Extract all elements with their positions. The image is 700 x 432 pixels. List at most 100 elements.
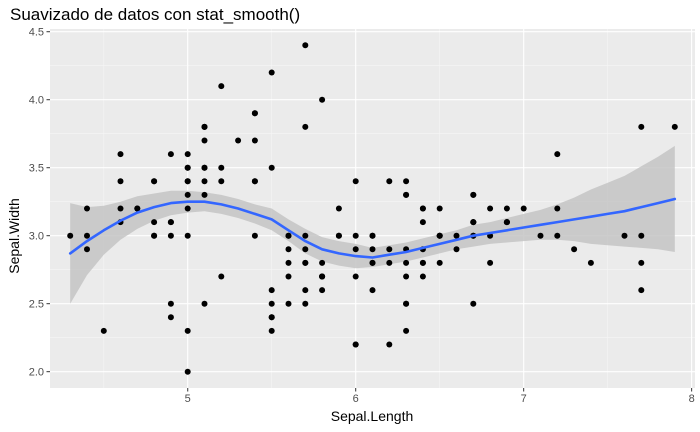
data-point xyxy=(621,232,628,239)
data-point xyxy=(251,137,258,144)
data-point xyxy=(369,232,376,239)
data-point xyxy=(302,259,309,266)
data-point xyxy=(436,205,443,212)
data-point xyxy=(100,327,107,334)
data-point xyxy=(335,205,342,212)
data-point xyxy=(134,205,141,212)
data-point xyxy=(319,259,326,266)
data-point xyxy=(554,205,561,212)
data-point xyxy=(302,300,309,307)
data-point xyxy=(386,178,393,185)
data-point xyxy=(638,123,645,130)
x-tick-label: 6 xyxy=(353,393,359,405)
data-point xyxy=(167,300,174,307)
data-point xyxy=(84,205,90,212)
data-point xyxy=(201,178,208,185)
data-point xyxy=(638,259,645,266)
y-tick-label: 4.0 xyxy=(29,95,44,107)
data-point xyxy=(285,273,292,280)
data-point xyxy=(302,232,309,239)
y-axis-title: Sepal.Width xyxy=(6,198,22,273)
data-point xyxy=(587,259,594,266)
data-points xyxy=(67,42,678,375)
data-point xyxy=(335,232,342,239)
data-point xyxy=(436,232,443,239)
data-point xyxy=(319,96,326,103)
data-point xyxy=(436,259,443,266)
smooth-line xyxy=(68,197,677,259)
data-point xyxy=(319,287,326,294)
chart-title: Suavizado de datos con stat_smooth() xyxy=(10,5,300,24)
data-point xyxy=(638,287,645,294)
data-point xyxy=(302,287,309,294)
data-point xyxy=(419,205,426,212)
data-point xyxy=(67,232,74,239)
data-point xyxy=(386,259,393,266)
data-point xyxy=(386,341,393,348)
data-point xyxy=(403,178,410,185)
data-point xyxy=(369,246,376,253)
data-point xyxy=(268,164,275,171)
y-tick-label: 3.0 xyxy=(29,231,44,243)
data-point xyxy=(369,259,376,266)
data-point xyxy=(554,232,561,239)
data-point xyxy=(167,232,174,239)
data-point xyxy=(201,123,208,130)
data-point xyxy=(403,327,410,334)
data-point xyxy=(503,205,510,212)
data-point xyxy=(235,137,242,144)
data-point xyxy=(117,151,124,158)
data-point xyxy=(302,123,309,130)
data-point xyxy=(453,246,460,253)
data-point xyxy=(201,164,208,171)
data-point xyxy=(184,191,191,198)
data-point xyxy=(369,287,376,294)
data-point xyxy=(571,246,578,253)
data-point xyxy=(268,314,275,321)
x-axis: 5 6 7 8 xyxy=(185,388,695,405)
data-point xyxy=(201,300,208,307)
data-point xyxy=(117,178,124,185)
data-point xyxy=(151,178,158,185)
data-point xyxy=(352,246,359,253)
data-point xyxy=(352,273,359,280)
data-point xyxy=(671,123,678,130)
data-point xyxy=(285,300,292,307)
data-point xyxy=(638,232,645,239)
data-point xyxy=(184,151,191,158)
data-point xyxy=(470,219,477,226)
data-point xyxy=(151,219,158,226)
data-point xyxy=(470,300,477,307)
data-point xyxy=(386,246,393,253)
data-point xyxy=(84,232,90,239)
data-point xyxy=(117,205,124,212)
data-point xyxy=(268,327,275,334)
data-point xyxy=(218,273,225,280)
data-point xyxy=(302,42,309,49)
data-point xyxy=(487,205,494,212)
data-point xyxy=(352,341,359,348)
data-point xyxy=(285,246,292,253)
data-point xyxy=(520,205,527,212)
data-point xyxy=(403,259,410,266)
data-point xyxy=(268,69,275,76)
x-axis-title: Sepal.Length xyxy=(331,408,414,424)
data-point xyxy=(184,368,191,375)
data-point xyxy=(554,151,561,158)
data-point xyxy=(302,246,309,253)
y-tick-label: 2.5 xyxy=(29,299,44,311)
data-point xyxy=(419,259,426,266)
data-point xyxy=(403,191,410,198)
data-point xyxy=(151,232,158,239)
data-point xyxy=(285,232,292,239)
data-point xyxy=(251,110,258,117)
data-point xyxy=(218,178,225,185)
data-point xyxy=(167,151,174,158)
data-point xyxy=(84,246,90,253)
y-tick-label: 4.5 xyxy=(29,27,44,39)
x-tick-label: 7 xyxy=(521,393,527,405)
y-tick-label: 2.0 xyxy=(29,367,44,379)
data-point xyxy=(251,232,258,239)
data-point xyxy=(268,300,275,307)
